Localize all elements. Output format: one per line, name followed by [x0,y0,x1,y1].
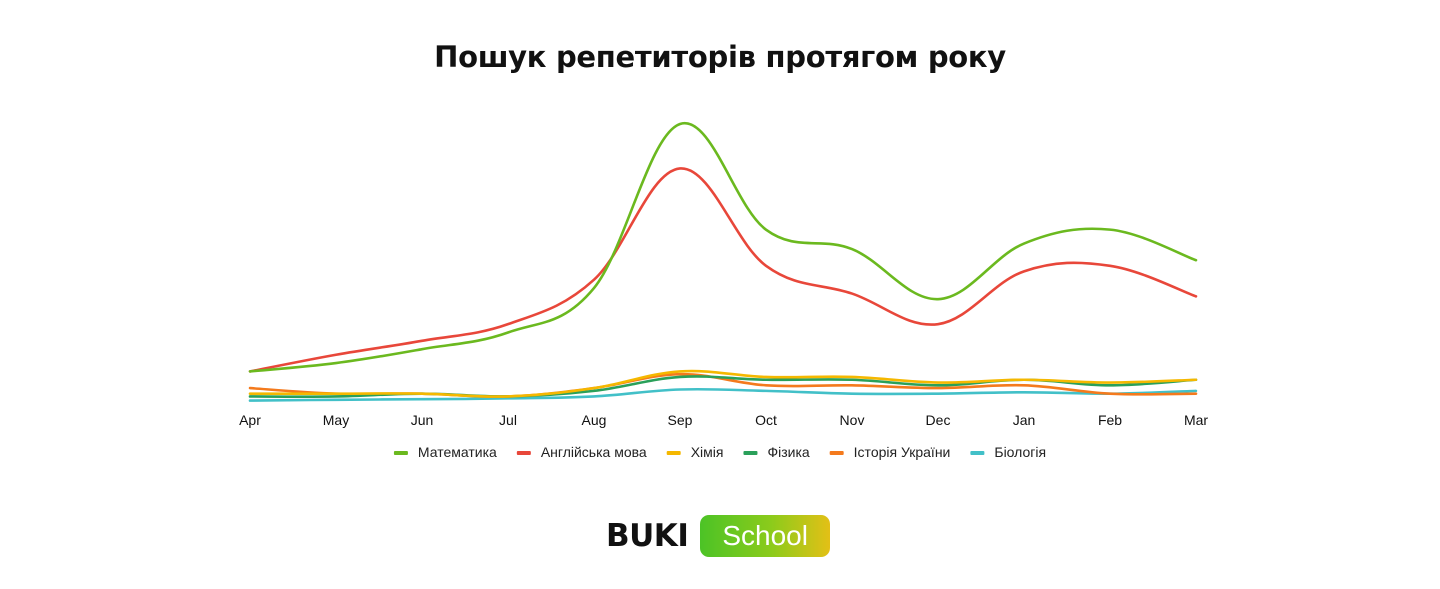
x-tick-label: Nov [840,412,865,428]
x-tick-label: Jun [411,412,434,428]
legend-label: Біологія [994,444,1046,460]
x-tick-label: Jul [499,412,517,428]
logo-word: BUKI [606,518,689,554]
x-axis-ticks: Apr May Jun Jul Aug Sep Oct Nov Dec Jan Feb Mar [239,412,1208,428]
x-tick-label: Feb [1098,412,1122,428]
line-chart: Apr May Jun Jul Aug Sep Oct Nov Dec Jan Feb Mar Мат… [239,122,1208,460]
x-tick-label: Apr [239,412,261,428]
series-line [248,369,1198,398]
legend-item: Біологія [970,444,1046,460]
x-tick-label: Sep [668,412,693,428]
legend-item: Історія України [829,444,951,460]
chart-title: Пошук репетиторів протягом року [434,40,1006,74]
legend-item: Хімія [666,444,724,460]
x-tick-label: Mar [1184,412,1208,428]
legend-label: Фізика [767,444,809,460]
legend-swatch [829,451,844,455]
legend-label: Математика [418,444,497,460]
legend-swatch [970,451,985,455]
legend-item: Фізика [743,444,810,460]
x-tick-label: Dec [926,412,951,428]
series-line [248,167,1198,373]
legend-label: Історія України [854,444,951,460]
legend-swatch [393,451,408,455]
x-tick-label: Jan [1013,412,1036,428]
legend-item: Математика [393,444,497,460]
legend-swatch [516,451,531,455]
legend-label: Англійська мова [541,444,647,460]
legend-item: Англійська мова [516,444,647,460]
legend-swatch [666,451,681,455]
x-tick-label: May [323,412,349,428]
x-tick-label: Oct [755,412,777,428]
series-line [248,387,1198,402]
legend-label: Хімія [691,444,724,460]
series-lines [248,122,1198,402]
x-tick-label: Aug [582,412,607,428]
legend: Математика Англійська мова Хімія Фізика Істо… [393,444,1046,460]
legend-swatch [743,451,758,455]
buki-school-logo: BUKI School [606,514,830,558]
logo-badge: School [700,515,830,557]
series-line [248,122,1198,373]
